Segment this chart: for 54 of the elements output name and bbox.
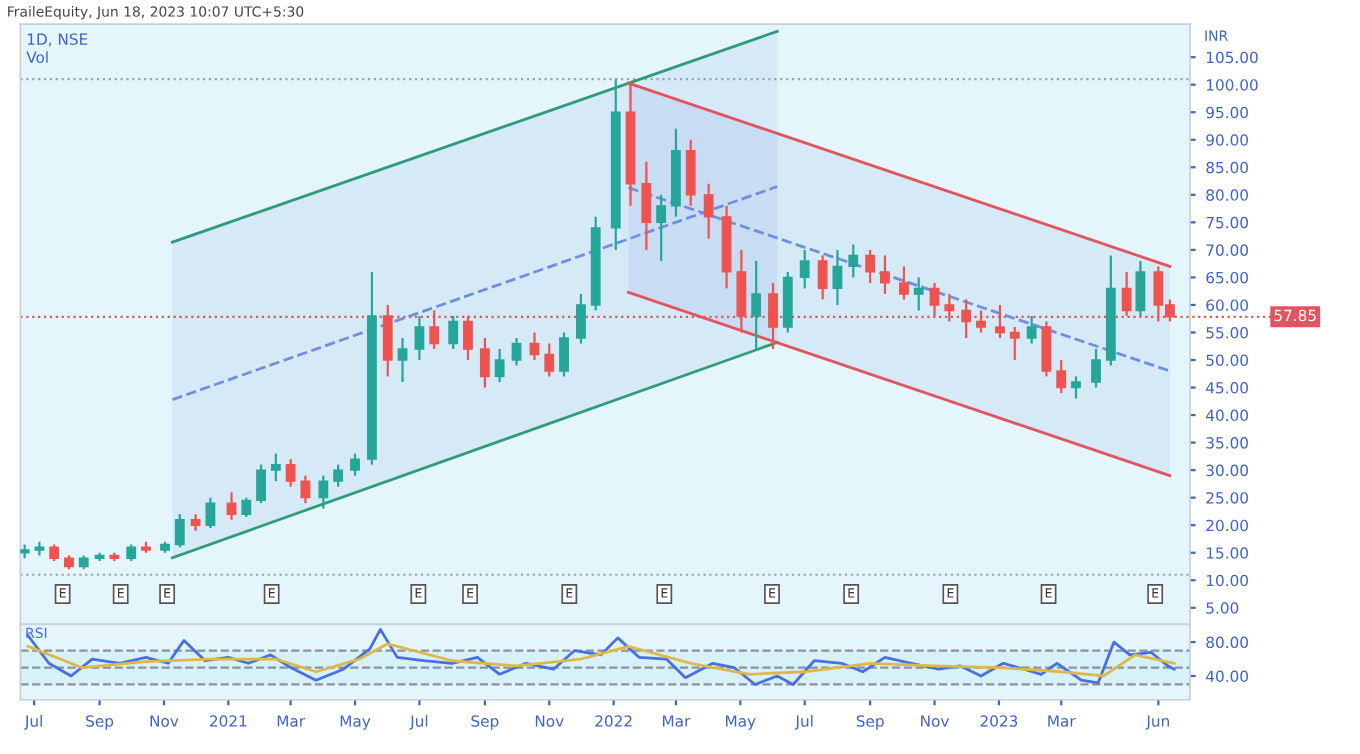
candlestick	[1121, 270, 1132, 318]
candlestick	[350, 452, 360, 477]
candlestick	[944, 292, 955, 323]
candlestick	[656, 193, 667, 263]
candlestick	[397, 336, 408, 384]
candlestick	[576, 292, 586, 345]
candlestick	[529, 331, 540, 362]
candlestick	[1009, 325, 1020, 362]
candlestick	[494, 347, 505, 384]
candlestick	[641, 160, 652, 251]
candlestick	[256, 463, 266, 505]
candlestick	[1041, 320, 1052, 378]
candlestick	[448, 314, 459, 351]
candlestick	[961, 298, 972, 340]
candlestick	[929, 281, 940, 318]
candlestick	[463, 314, 473, 362]
candlestick	[913, 276, 924, 312]
candlestick	[300, 474, 311, 505]
candlestick	[174, 513, 185, 549]
candlestick	[270, 452, 281, 483]
candlestick	[1071, 375, 1081, 400]
candlestick	[899, 265, 909, 301]
candlestick	[751, 259, 762, 351]
line-series	[26, 642, 1176, 678]
candlestick	[226, 491, 237, 521]
candlestick	[429, 309, 440, 351]
candlestick	[414, 314, 425, 362]
candlestick	[1135, 259, 1146, 318]
candlestick	[241, 496, 252, 519]
candlestick	[976, 309, 986, 334]
candlestick	[333, 463, 344, 488]
candlestick	[479, 336, 490, 389]
candlestick	[880, 254, 890, 296]
candlestick	[205, 496, 216, 530]
candlestick	[285, 458, 296, 488]
candlestick	[382, 303, 393, 378]
candlestick	[703, 182, 714, 240]
candlestick	[848, 243, 859, 279]
candlestick	[768, 281, 778, 351]
candlestick	[511, 336, 522, 367]
candlestick	[832, 248, 843, 307]
candlestick	[995, 303, 1005, 340]
candlestick	[559, 331, 569, 378]
candlestick	[799, 248, 810, 290]
line-series	[26, 628, 1176, 686]
candlestick	[1091, 347, 1101, 389]
candlestick	[817, 254, 828, 301]
candlestick	[685, 138, 696, 207]
candlestick	[318, 474, 329, 510]
candlestick	[1026, 314, 1037, 345]
candlestick	[736, 248, 747, 334]
candlestick	[1056, 358, 1067, 395]
candlestick	[544, 342, 555, 378]
candlestick	[865, 248, 876, 285]
